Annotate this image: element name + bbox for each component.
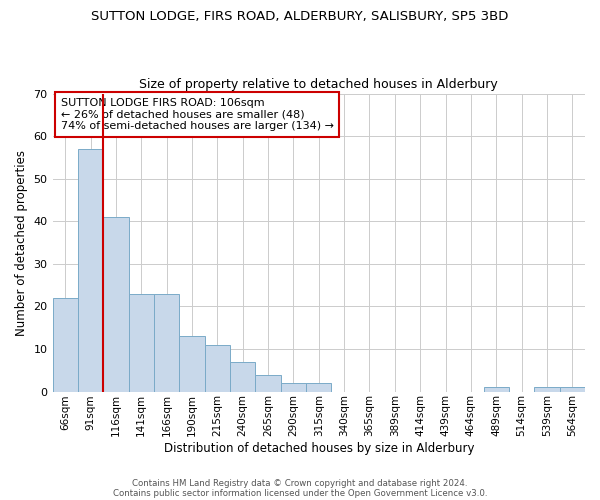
Bar xyxy=(179,336,205,392)
Title: Size of property relative to detached houses in Alderbury: Size of property relative to detached ho… xyxy=(139,78,498,91)
Bar xyxy=(78,149,103,392)
Bar xyxy=(230,362,256,392)
Bar xyxy=(128,294,154,392)
Bar xyxy=(103,217,128,392)
X-axis label: Distribution of detached houses by size in Alderbury: Distribution of detached houses by size … xyxy=(164,442,474,455)
Text: SUTTON LODGE FIRS ROAD: 106sqm
← 26% of detached houses are smaller (48)
74% of : SUTTON LODGE FIRS ROAD: 106sqm ← 26% of … xyxy=(61,98,334,131)
Bar xyxy=(53,298,78,392)
Y-axis label: Number of detached properties: Number of detached properties xyxy=(15,150,28,336)
Bar xyxy=(534,388,560,392)
Bar xyxy=(256,374,281,392)
Text: Contains HM Land Registry data © Crown copyright and database right 2024.: Contains HM Land Registry data © Crown c… xyxy=(132,478,468,488)
Bar xyxy=(205,344,230,392)
Bar xyxy=(306,383,331,392)
Bar xyxy=(484,388,509,392)
Text: SUTTON LODGE, FIRS ROAD, ALDERBURY, SALISBURY, SP5 3BD: SUTTON LODGE, FIRS ROAD, ALDERBURY, SALI… xyxy=(91,10,509,23)
Bar xyxy=(281,383,306,392)
Bar xyxy=(560,388,585,392)
Bar xyxy=(154,294,179,392)
Text: Contains public sector information licensed under the Open Government Licence v3: Contains public sector information licen… xyxy=(113,488,487,498)
